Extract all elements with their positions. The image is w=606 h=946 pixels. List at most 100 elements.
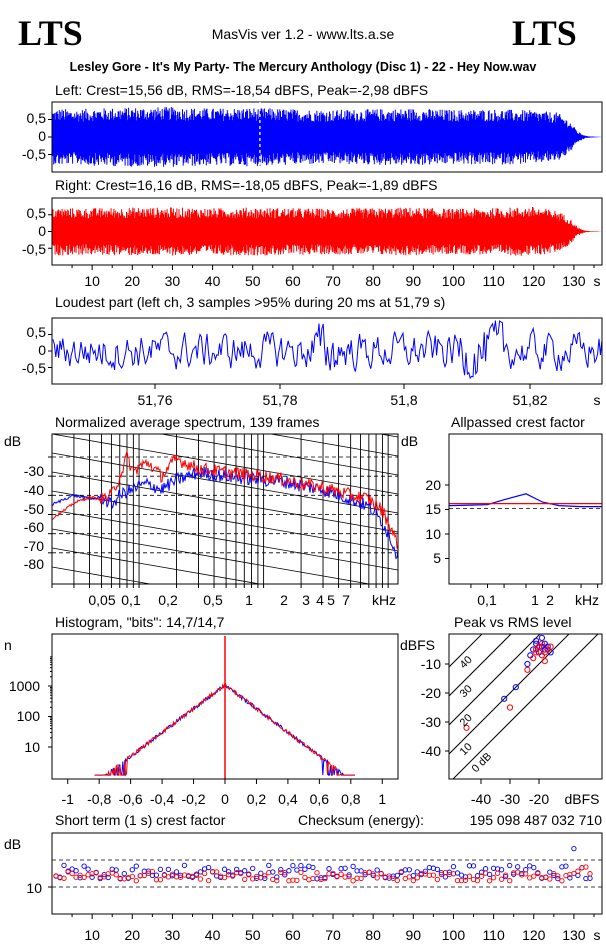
- x-tick: 120: [522, 273, 546, 289]
- stcf-point-right: [238, 870, 244, 877]
- crest-diagonal: [452, 634, 599, 779]
- stcf-point-left: [482, 866, 489, 872]
- x-tick: 50: [245, 927, 261, 943]
- y-tick: -40: [421, 743, 441, 759]
- crest-diagonal: [449, 634, 541, 726]
- stcf-point-right: [410, 877, 416, 884]
- x-tick: 50: [245, 273, 261, 289]
- histogram-title: Histogram, "bits": 14,7/14,7: [55, 614, 225, 630]
- loudest-plot: [48, 317, 603, 389]
- y-tick: -60: [24, 519, 44, 535]
- x-tick: 0,4: [278, 791, 298, 807]
- diagonal-line: [159, 434, 398, 476]
- stcf-point-right: [81, 874, 87, 881]
- stcf-point-left: [394, 872, 400, 879]
- stcf-point-right: [535, 870, 541, 877]
- x-tick: -30: [500, 791, 520, 807]
- spectrum-title: Normalized average spectrum, 139 frames: [55, 414, 320, 430]
- stcf-point-right: [246, 872, 252, 878]
- stcf-point-right: [262, 873, 268, 879]
- stcf-point-left: [302, 866, 308, 872]
- stcf-point-right: [486, 878, 493, 884]
- stcf-point-right: [157, 877, 164, 883]
- stcf-point-left: [266, 862, 272, 869]
- stcf-point-right: [394, 877, 400, 884]
- stcf-point-right: [282, 870, 288, 876]
- y-tick: 20: [425, 477, 441, 493]
- pvr-x-ticks: -40 -30 -20 dBFS: [471, 791, 600, 807]
- x-tick: 2: [280, 592, 288, 608]
- right-waveform-plot: [48, 197, 603, 266]
- y-tick: 0,5: [27, 205, 47, 221]
- allpass-title: Allpassed crest factor: [451, 414, 585, 430]
- y-tick: -70: [24, 538, 44, 554]
- diagonal-line: [52, 490, 398, 552]
- stcf-point-left: [422, 868, 429, 874]
- stcf-x-ticks: 10 20 30 40 50 60 70 80 90 100 110 120 130: [71, 914, 595, 943]
- y-tick: 10: [425, 526, 441, 542]
- stcf-point-left: [81, 863, 87, 869]
- stcf-point-right: [129, 873, 135, 880]
- diag-label: 30: [458, 683, 475, 700]
- stcf-point-left: [242, 868, 248, 874]
- diagonal-line: [52, 339, 398, 399]
- stcf-point-left: [225, 869, 232, 875]
- stcf-point-right: [141, 872, 147, 879]
- y-tick: -30: [421, 714, 441, 730]
- y-tick: -40: [24, 482, 44, 498]
- x-tick: 10: [84, 927, 100, 943]
- x-tick: 3: [302, 592, 310, 608]
- x-tick: 0,1: [477, 592, 497, 608]
- stcf-point-right: [314, 870, 320, 876]
- left-title: Left: Crest=15,56 dB, RMS=-18,54 dBFS, P…: [55, 82, 428, 98]
- stcf-point-right: [430, 872, 437, 878]
- stcf-point-right: [547, 876, 553, 882]
- x-tick: 110: [482, 927, 505, 943]
- x-tick: -0,2: [181, 791, 205, 807]
- stcf-point-left: [286, 868, 292, 874]
- stcf-point-left: [85, 866, 91, 872]
- stcf-point-right: [498, 876, 505, 882]
- diagonal-line: [52, 301, 398, 361]
- x-tick: 0,5: [203, 592, 223, 608]
- diagonal-line: [52, 509, 398, 571]
- stcf-point-right: [221, 874, 228, 881]
- stcf-point-left: [129, 867, 135, 873]
- stcf-point-left: [498, 867, 505, 873]
- stcf-point-left: [270, 869, 276, 875]
- stcf-point-left: [406, 867, 412, 873]
- stcf-point-left: [523, 867, 529, 873]
- x-tick: 80: [365, 927, 381, 943]
- pvr-point: [541, 640, 548, 647]
- left-waveform-plot: [48, 101, 603, 173]
- pvr-point: [530, 655, 537, 662]
- crest-diagonal: [449, 634, 483, 668]
- x-tick: 0,2: [158, 592, 178, 608]
- diagonal-line: [52, 263, 398, 323]
- pvr-point: [533, 637, 540, 644]
- x-tick: 1: [245, 592, 253, 608]
- y-tick: 0: [38, 223, 46, 239]
- pvr-ylabel: dBFS: [400, 637, 435, 653]
- pvr-point: [538, 652, 546, 659]
- diagonal-line: [52, 434, 398, 495]
- x-tick: 40: [205, 273, 221, 289]
- diagonal-line: [52, 471, 398, 533]
- x-tick: -40: [471, 791, 491, 807]
- diag-label: 0 dB: [470, 751, 494, 775]
- stcf-point-right: [551, 870, 557, 877]
- stcf-point-right: [346, 873, 352, 880]
- stcf-point-right: [177, 874, 184, 880]
- crest-diagonal: [449, 634, 570, 755]
- stcf-point-right: [338, 871, 344, 877]
- pvr-point: [512, 684, 519, 691]
- diagonal-line: [52, 452, 398, 514]
- histogram-plot: [48, 633, 399, 780]
- stcf-point-right: [555, 873, 561, 879]
- x-tick: -0,4: [150, 791, 174, 807]
- stcf-point-left: [502, 873, 509, 880]
- loudest-trace: [52, 320, 603, 380]
- x-unit: dBFS: [564, 791, 599, 807]
- checksum-label: Checksum (energy):: [298, 812, 424, 828]
- crest-diagonal: [449, 634, 512, 697]
